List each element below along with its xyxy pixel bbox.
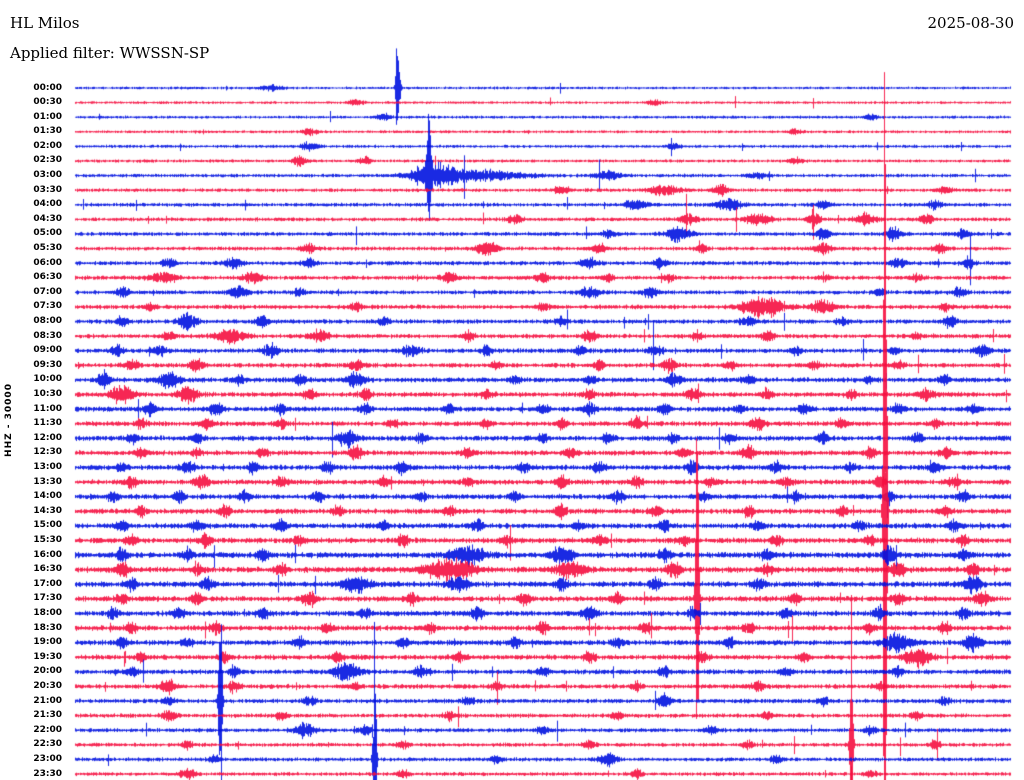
date-label: 2025-08-30 bbox=[927, 14, 1014, 32]
filter-label: Applied filter: WWSSN-SP bbox=[10, 44, 210, 62]
y-axis-label: HHZ - 30000 bbox=[4, 383, 14, 457]
station-name: HL Milos bbox=[10, 14, 80, 32]
